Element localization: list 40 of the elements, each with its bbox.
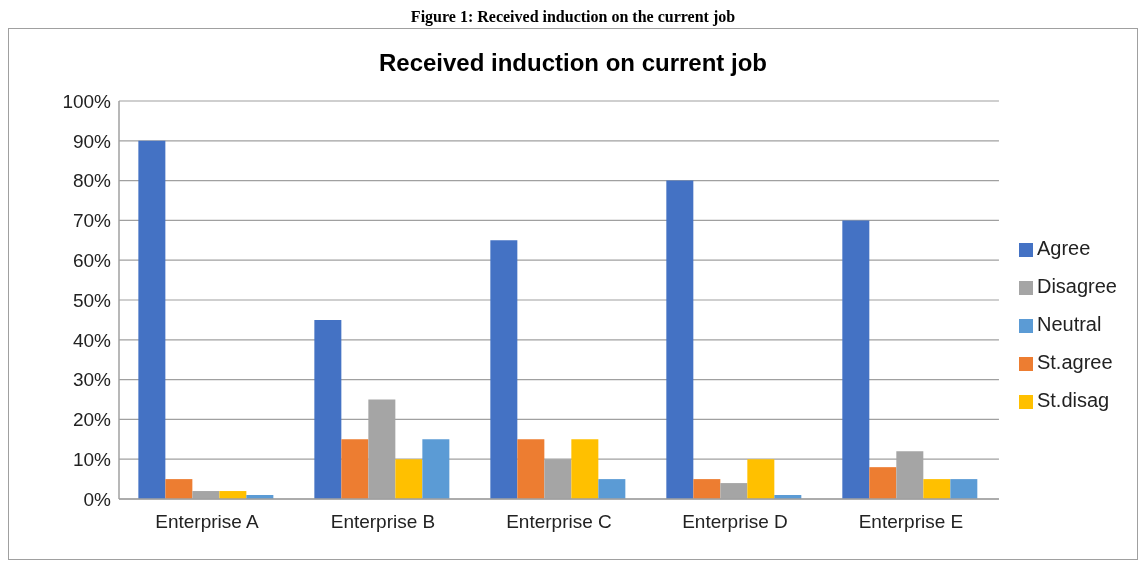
bar — [666, 180, 694, 499]
legend-label: Agree — [1036, 237, 1091, 259]
y-tick-label: 100% — [62, 90, 112, 112]
bar — [747, 459, 775, 499]
x-tick-label: Enterprise E — [858, 511, 964, 533]
x-tick-label: Enterprise A — [155, 511, 260, 533]
y-tick-label: 80% — [72, 170, 112, 192]
legend-label: Neutral — [1036, 313, 1102, 335]
bar — [422, 439, 450, 499]
y-tick-label: 60% — [72, 249, 112, 271]
bar — [341, 439, 369, 499]
x-tick-label: Enterprise C — [506, 511, 612, 533]
x-tick-label: Enterprise B — [330, 511, 436, 533]
bar — [842, 220, 870, 499]
y-tick-label: 30% — [72, 369, 112, 391]
caption: Figure 1: Received induction on the current job — [409, 8, 737, 28]
y-tick-label: 40% — [72, 329, 112, 351]
bar — [693, 479, 721, 499]
legend-label: Disagree — [1036, 275, 1117, 297]
y-tick-label: 10% — [72, 448, 112, 470]
legend-label: St.disag — [1036, 389, 1110, 411]
bar — [490, 240, 518, 499]
bar — [395, 459, 423, 499]
x-tick-label: Enterprise D — [682, 511, 788, 533]
bar — [923, 479, 951, 499]
y-tick-label: 90% — [72, 130, 112, 152]
y-tick-label: 70% — [72, 210, 112, 232]
y-tick-label: 50% — [72, 289, 112, 311]
bar — [138, 140, 166, 499]
bar — [314, 319, 342, 499]
y-tick-label: 20% — [72, 409, 112, 431]
legend-label: St.agree — [1036, 351, 1113, 373]
bar — [571, 439, 599, 499]
chart-title: Received induction on current job — [377, 48, 768, 78]
bar — [869, 467, 897, 499]
bar — [598, 479, 626, 499]
bar — [950, 479, 978, 499]
y-tick-label: 0% — [83, 488, 112, 510]
bar — [165, 479, 193, 499]
bar — [517, 439, 545, 499]
